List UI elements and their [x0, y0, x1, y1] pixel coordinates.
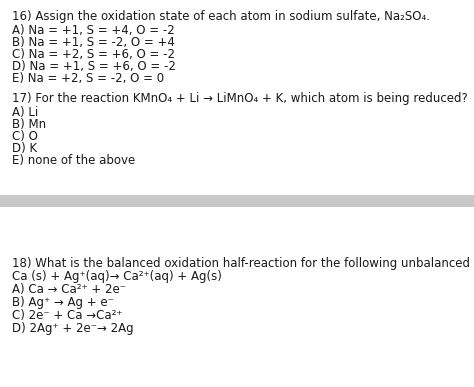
Text: D) Na = +1, S = +6, O = -2: D) Na = +1, S = +6, O = -2 — [12, 60, 176, 73]
Text: C) Na = +2, S = +6, O = -2: C) Na = +2, S = +6, O = -2 — [12, 48, 175, 61]
Text: C) 2e⁻ + Ca →Ca²⁺: C) 2e⁻ + Ca →Ca²⁺ — [12, 309, 122, 322]
Text: E) none of the above: E) none of the above — [12, 154, 135, 167]
Text: Ca (s) + Ag⁺(aq)→ Ca²⁺(aq) + Ag(s): Ca (s) + Ag⁺(aq)→ Ca²⁺(aq) + Ag(s) — [12, 270, 222, 283]
Text: 16) Assign the oxidation state of each atom in sodium sulfate, Na₂SO₄.: 16) Assign the oxidation state of each a… — [12, 10, 430, 23]
Text: D) K: D) K — [12, 142, 37, 155]
Text: B) Ag⁺ → Ag + e⁻: B) Ag⁺ → Ag + e⁻ — [12, 296, 114, 309]
Text: C) O: C) O — [12, 130, 38, 143]
Text: 17) For the reaction KMnO₄ + Li → LiMnO₄ + K, which atom is being reduced?: 17) For the reaction KMnO₄ + Li → LiMnO₄… — [12, 92, 467, 105]
Text: A) Ca → Ca²⁺ + 2e⁻: A) Ca → Ca²⁺ + 2e⁻ — [12, 283, 126, 296]
Text: B) Na = +1, S = -2, O = +4: B) Na = +1, S = -2, O = +4 — [12, 36, 175, 49]
Text: E) Na = +2, S = -2, O = 0: E) Na = +2, S = -2, O = 0 — [12, 72, 164, 85]
Text: B) Mn: B) Mn — [12, 118, 46, 131]
Text: D) 2Ag⁺ + 2e⁻→ 2Ag: D) 2Ag⁺ + 2e⁻→ 2Ag — [12, 322, 134, 335]
Text: 18) What is the balanced oxidation half-reaction for the following unbalanced re: 18) What is the balanced oxidation half-… — [12, 257, 474, 270]
Text: A) Na = +1, S = +4, O = -2: A) Na = +1, S = +4, O = -2 — [12, 24, 174, 37]
Text: A) Li: A) Li — [12, 106, 38, 119]
Bar — [0, 195, 474, 207]
